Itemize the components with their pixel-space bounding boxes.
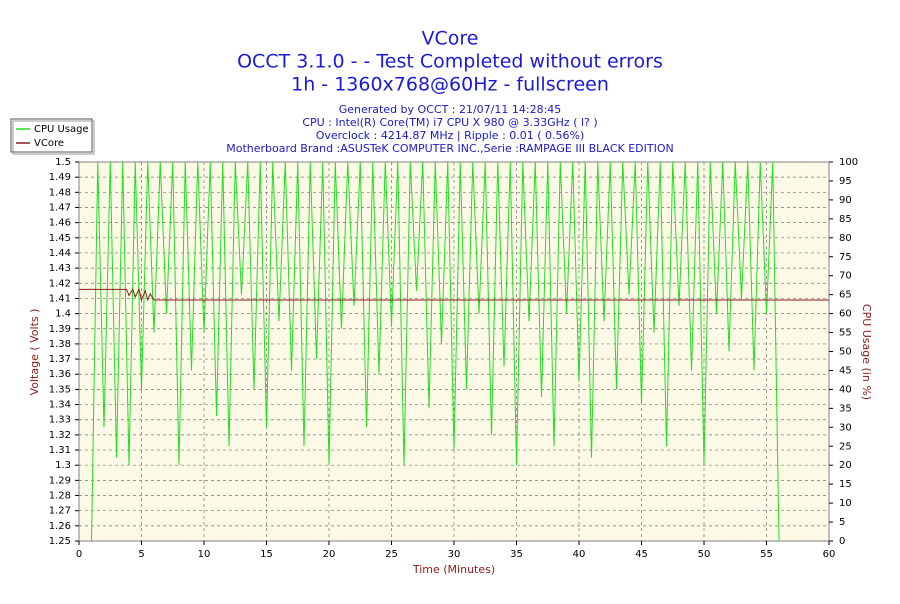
y2-tick-label: 0 <box>839 536 845 547</box>
y-tick-label: 1.31 <box>49 445 71 456</box>
y-axis-label: Voltage ( Volts ) <box>28 309 41 396</box>
chart-subtitle: OCCT 3.1.0 - - Test Completed without er… <box>237 51 663 73</box>
info-line: Motherboard Brand :ASUSTeK COMPUTER INC.… <box>226 142 674 155</box>
x-tick-label: 20 <box>323 549 336 560</box>
info-line: CPU : Intel(R) Core(TM) i7 CPU X 980 @ 3… <box>302 116 597 129</box>
y-tick-label: 1.28 <box>49 491 71 502</box>
y2-tick-label: 65 <box>839 290 852 301</box>
x-tick-label: 40 <box>573 549 586 560</box>
x-tick-label: 15 <box>260 549 273 560</box>
y-tick-label: 1.38 <box>49 339 71 350</box>
legend: CPU Usage VCore <box>10 118 95 155</box>
info-line: Generated by OCCT : 21/07/11 14:28:45 <box>339 103 562 116</box>
x-tick-label: 10 <box>198 549 211 560</box>
y2-tick-label: 80 <box>839 233 852 244</box>
y-tick-label: 1.46 <box>49 218 71 229</box>
y-tick-label: 1.36 <box>49 369 71 380</box>
y2-tick-label: 30 <box>839 422 852 433</box>
legend-box <box>10 118 93 153</box>
y2-tick-label: 75 <box>839 252 852 263</box>
x-tick-label: 45 <box>635 549 648 560</box>
y-tick-label: 1.35 <box>49 384 71 395</box>
y-tick-label: 1.48 <box>49 187 71 198</box>
grid <box>75 161 833 545</box>
x-tick-label: 35 <box>510 549 523 560</box>
y-tick-label: 1.37 <box>49 354 71 365</box>
y2-tick-label: 50 <box>839 347 852 358</box>
y2-tick-label: 100 <box>839 157 858 168</box>
x-tick-label: 60 <box>823 549 836 560</box>
y-tick-label: 1.49 <box>49 172 71 183</box>
x-tick-label: 50 <box>698 549 711 560</box>
x-tick-label: 0 <box>76 549 82 560</box>
series-line <box>91 162 780 541</box>
y2-tick-label: 95 <box>839 176 852 187</box>
y-tick-label: 1.27 <box>49 506 71 517</box>
y-tick-label: 1.34 <box>49 400 71 411</box>
y-tick-label: 1.45 <box>49 233 71 244</box>
y2-tick-label: 55 <box>839 328 852 339</box>
series-line <box>79 287 829 302</box>
y2-tick-label: 40 <box>839 384 852 395</box>
legend-label: CPU Usage <box>34 124 89 135</box>
lines <box>79 162 829 541</box>
y2-tick-label: 35 <box>839 403 852 414</box>
y-tick-label: 1.4 <box>55 309 71 320</box>
legend-label: VCore <box>34 138 64 149</box>
plot-area <box>78 161 830 542</box>
y2-tick-label: 25 <box>839 441 852 452</box>
x-tick-label: 30 <box>448 549 461 560</box>
y-tick-label: 1.3 <box>55 460 71 471</box>
chart-title: VCore <box>422 28 479 50</box>
y2-axis-label: CPU Usage (in %) <box>860 304 873 400</box>
y2-tick-label: 70 <box>839 271 852 282</box>
y-tick-label: 1.39 <box>49 324 71 335</box>
y2-tick-label: 60 <box>839 309 852 320</box>
y-tick-label: 1.41 <box>49 293 71 304</box>
y2-tick-label: 85 <box>839 214 852 225</box>
y2-tick-label: 90 <box>839 195 852 206</box>
y-tick-label: 1.43 <box>49 263 71 274</box>
x-tick-label: 25 <box>385 549 398 560</box>
y-tick-label: 1.44 <box>49 248 71 259</box>
y2-tick-label: 10 <box>839 498 852 509</box>
y2-tick-label: 20 <box>839 460 852 471</box>
x-tick-label: 55 <box>760 549 773 560</box>
y2-tick-label: 15 <box>839 479 852 490</box>
y-tick-label: 1.32 <box>49 430 71 441</box>
y-tick-label: 1.25 <box>49 536 71 547</box>
y2-tick-label: 5 <box>839 517 845 528</box>
x-tick-label: 5 <box>138 549 144 560</box>
chart-subtitle: 1h - 1360x768@60Hz - fullscreen <box>291 74 609 96</box>
y-tick-label: 1.47 <box>49 202 71 213</box>
y-tick-label: 1.29 <box>49 475 71 486</box>
y-tick-label: 1.33 <box>49 415 71 426</box>
y-tick-label: 1.26 <box>49 521 71 532</box>
y-tick-label: 1.5 <box>55 157 71 168</box>
legend-shadow <box>12 120 95 155</box>
y-tick-label: 1.42 <box>49 278 71 289</box>
x-axis-label: Time (Minutes) <box>412 563 495 576</box>
info-line: Overclock : 4214.87 MHz | Ripple : 0.01 … <box>316 129 585 142</box>
y2-tick-label: 45 <box>839 365 852 376</box>
